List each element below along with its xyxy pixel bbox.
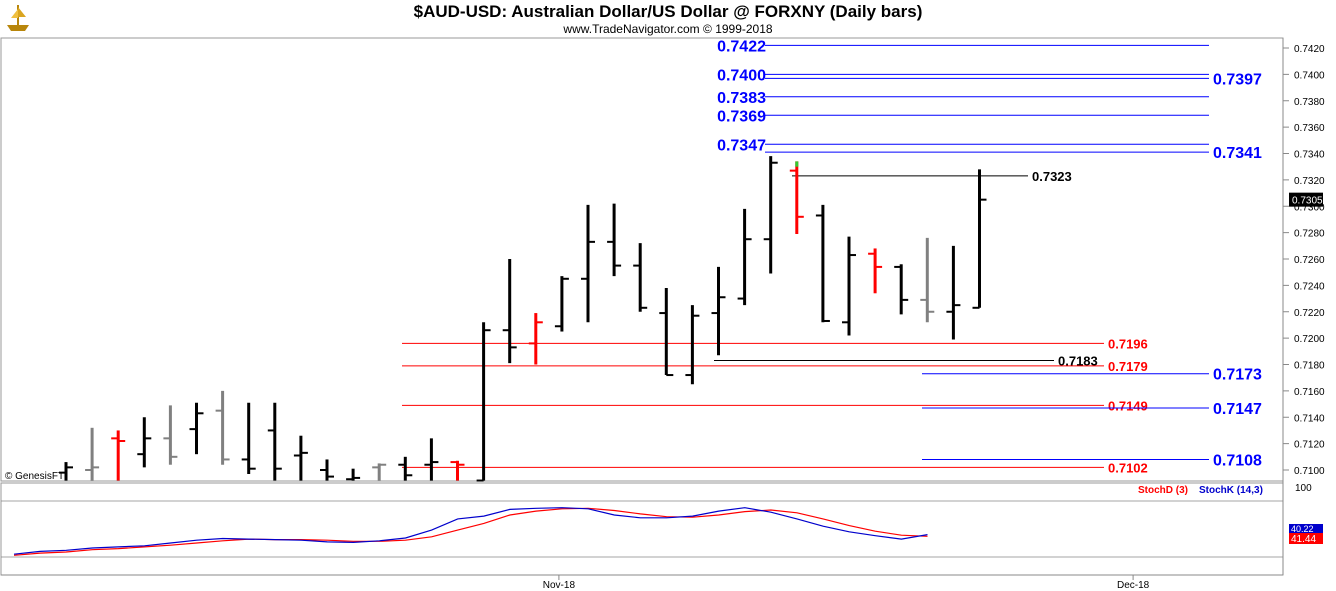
price-tick-label: 0.7300 [1294, 202, 1325, 213]
stochk-value-box [1289, 524, 1323, 534]
price-tick-label: 0.7340 [1294, 150, 1325, 161]
price-tick-label: 0.7260 [1294, 255, 1325, 266]
level-label: 0.7108 [1213, 452, 1262, 469]
price-tick-label: 0.7200 [1294, 334, 1325, 345]
level-label: 0.7102 [1108, 460, 1148, 475]
level-label: 0.7422 [717, 38, 766, 55]
price-tick-label: 0.7360 [1294, 123, 1325, 134]
chart-title: $AUD-USD: Australian Dollar/US Dollar @ … [413, 2, 923, 21]
stoch-panel-frame [0, 482, 1284, 576]
chart-subtitle: www.TradeNavigator.com © 1999-2018 [563, 22, 773, 36]
price-tick-label: 0.7220 [1294, 308, 1325, 319]
price-tick-label: 0.7180 [1294, 361, 1325, 372]
copyright-label: © GenesisFT [5, 471, 64, 482]
price-panel-frame [0, 37, 1284, 482]
stochd-legend: StochD (3) [1138, 485, 1188, 496]
level-label: 0.7400 [717, 67, 766, 84]
level-label: 0.7383 [717, 90, 766, 107]
stochd-value-label: 41.44 [1291, 534, 1316, 545]
ship-logo-icon [7, 5, 29, 31]
level-label: 0.7179 [1108, 359, 1148, 374]
stochd-value-box [1289, 533, 1323, 544]
level-label: 0.7369 [717, 108, 766, 125]
level-label: 0.7183 [1058, 354, 1098, 369]
date-label: Dec-18 [1117, 580, 1150, 591]
level-label: 0.7341 [1213, 145, 1262, 162]
price-axis: 0.7420 0.7400 0.7380 0.7360 0.7340 0.7320 0.73… [1283, 44, 1325, 477]
level-label: 0.7173 [1213, 367, 1262, 384]
price-tick-label: 0.7380 [1294, 97, 1325, 108]
level-label: 0.7323 [1032, 169, 1072, 184]
date-label: Nov-18 [543, 580, 576, 591]
price-bars [59, 156, 987, 482]
date-axis: Nov-18 Dec-18 [543, 575, 1150, 591]
price-tick-label: 0.7400 [1294, 70, 1325, 81]
level-label: 0.7147 [1213, 401, 1262, 418]
chart-header: $AUD-USD: Australian Dollar/US Dollar @ … [0, 0, 1336, 38]
price-tick-label: 0.7140 [1294, 413, 1325, 424]
stochastic-panel [13, 507, 928, 556]
level-label: 0.7347 [717, 137, 766, 154]
level-label: 0.7397 [1213, 71, 1262, 88]
last-price-box [1289, 192, 1323, 207]
level-label: 0.7196 [1108, 336, 1148, 351]
price-tick-label: 0.7120 [1294, 440, 1325, 451]
stochk-legend: StochK (14,3) [1199, 485, 1263, 496]
stochk-value-label: 40.22 [1291, 524, 1314, 534]
stochk-line [13, 507, 928, 555]
price-tick-label: 0.7420 [1294, 44, 1325, 55]
price-tick-label: 0.7100 [1294, 466, 1325, 477]
last-price-label: 0.7305 [1292, 196, 1323, 207]
level-label: 0.7149 [1108, 398, 1148, 413]
price-tick-label: 0.7160 [1294, 387, 1325, 398]
price-tick-label: 0.7320 [1294, 176, 1325, 187]
price-tick-label: 0.7240 [1294, 281, 1325, 292]
stoch-axis-100: 100 [1295, 483, 1312, 494]
price-tick-label: 0.7280 [1294, 229, 1325, 240]
stochd-line [13, 507, 928, 556]
